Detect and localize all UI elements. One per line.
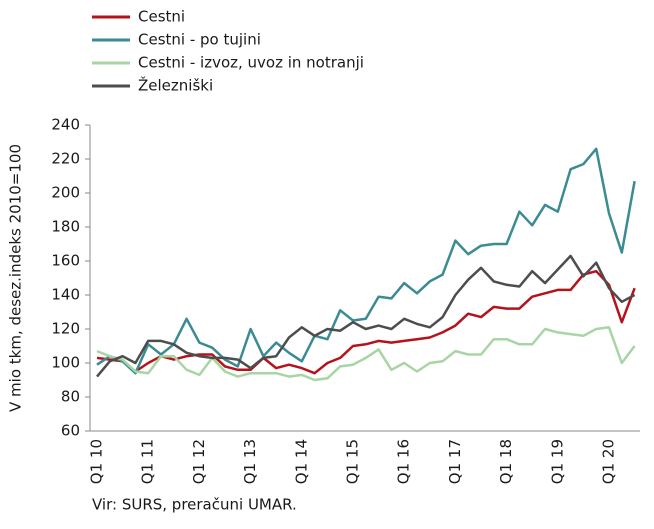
y-tick-label: 160 [51,252,80,270]
legend-label: Železniški [138,76,213,95]
y-tick-label: 60 [61,422,80,440]
y-tick-label: 180 [51,218,80,236]
x-tick-label: Q1 15 [344,439,362,484]
y-tick-label: 220 [51,150,80,168]
x-tick-label: Q1 12 [190,439,208,484]
source-note: Vir: SURS, preračuni UMAR. [92,496,297,514]
y-tick-label: 240 [51,116,80,134]
x-tick-label: Q1 18 [497,439,515,484]
y-tick-label: 100 [51,354,80,372]
series-line [96,147,636,375]
legend-label: Cestni - izvoz, uvoz in notranji [138,54,364,72]
y-tick-label: 140 [51,286,80,304]
series-line [96,254,636,378]
y-tick-label: 120 [51,320,80,338]
legend-label: Cestni - po tujini [138,31,261,49]
x-tick-label: Q1 14 [292,439,310,484]
y-axis-label: V mio tkm, desez.indeks 2010=100 [7,144,25,412]
series-line [96,326,636,382]
legend-label: Cestni [138,8,185,26]
x-tick-label: Q1 19 [548,439,566,484]
x-tick-label: Q1 20 [600,439,618,484]
series-line [96,269,636,375]
y-tick-label: 80 [61,388,80,406]
x-tick-label: Q1 17 [446,439,464,484]
x-tick-label: Q1 13 [241,439,259,484]
x-tick-label: Q1 16 [395,439,413,484]
x-tick-label: Q1 11 [139,439,157,484]
y-tick-label: 200 [51,184,80,202]
x-tick-label: Q1 10 [88,439,106,484]
